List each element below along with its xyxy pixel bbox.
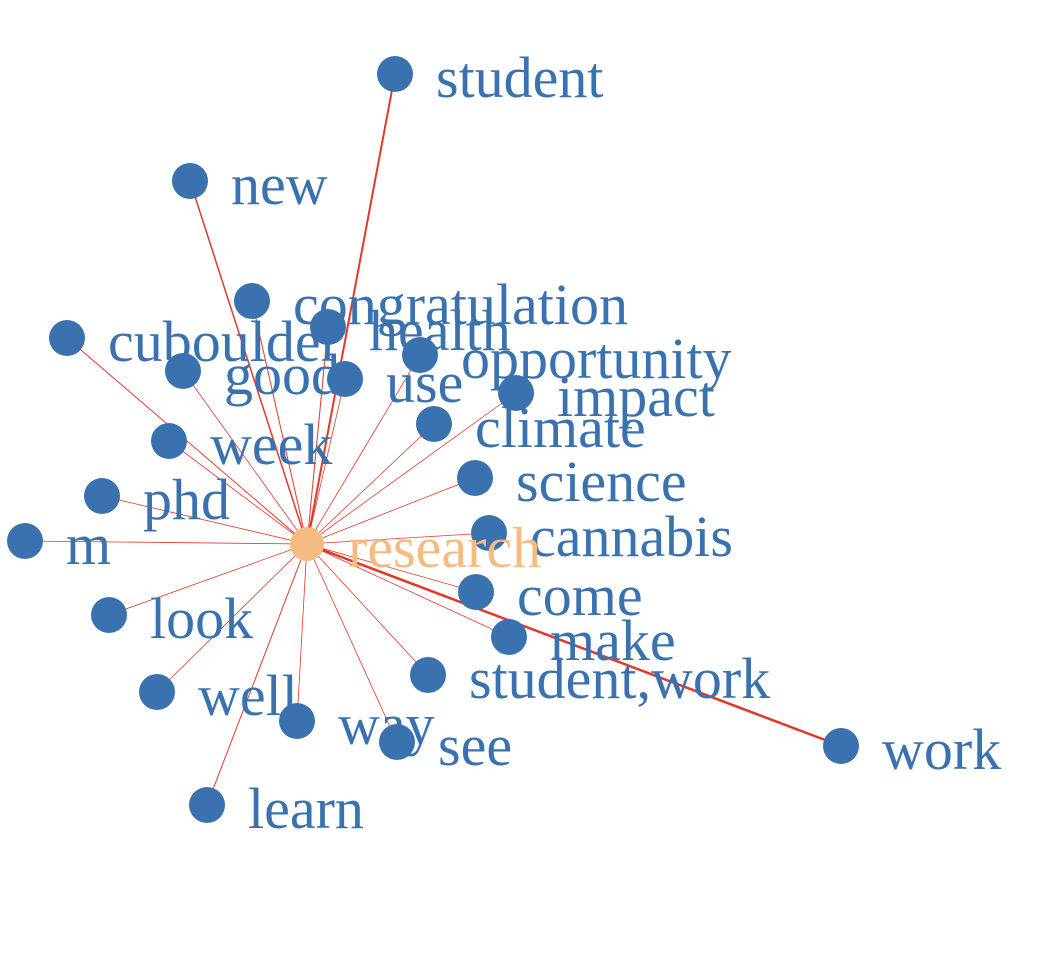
edge-research-good xyxy=(182,370,308,545)
node-impact: impact xyxy=(498,364,715,429)
edge-research-health xyxy=(306,326,329,545)
edge-research-science xyxy=(306,477,476,545)
node-dot-impact xyxy=(498,375,534,411)
node-dot-week xyxy=(151,423,187,459)
node-make: make xyxy=(491,608,676,673)
center-node-label: research xyxy=(348,515,541,580)
edge-research-student-work xyxy=(306,543,429,676)
node-label-make: make xyxy=(550,608,676,673)
node-student-work: student,work xyxy=(410,646,770,711)
node-label-learn: learn xyxy=(248,776,364,841)
node-label-work: work xyxy=(882,717,1001,782)
node-dot-come xyxy=(458,574,494,610)
node-dot-new xyxy=(172,163,208,199)
edge-research-work xyxy=(306,542,842,748)
node-science: science xyxy=(457,449,687,514)
edge-research-way xyxy=(296,543,308,722)
node-label-m: m xyxy=(66,512,111,577)
node-use: use xyxy=(327,350,463,415)
edge-research-week xyxy=(168,440,308,545)
node-dot-phd xyxy=(84,478,120,514)
node-label-congratulation: congratulation xyxy=(293,272,628,337)
node-well: well xyxy=(139,663,298,728)
edge-research-impact xyxy=(306,392,517,545)
node-dot-way xyxy=(279,703,315,739)
node-dot-m xyxy=(7,523,43,559)
edge-research-learn xyxy=(206,543,308,806)
node-dot-congratulation xyxy=(234,283,270,319)
node-look: look xyxy=(91,586,253,651)
node-health: health xyxy=(310,298,511,363)
node-dot-student xyxy=(377,56,413,92)
node-come: come xyxy=(458,563,643,628)
node-label-look: look xyxy=(150,586,253,651)
node-label-science: science xyxy=(516,449,687,514)
node-label-good: good xyxy=(224,342,340,407)
node-label-climate: climate xyxy=(475,395,646,460)
node-label-see: see xyxy=(438,713,512,778)
node-cannabis: cannabis xyxy=(471,504,733,569)
edge-research-m xyxy=(24,540,308,545)
edge-research-congratulation xyxy=(251,300,308,545)
node-m: m xyxy=(7,512,111,577)
node-week: week xyxy=(151,412,332,477)
edge-research-see xyxy=(306,543,398,743)
edge-research-cannabis xyxy=(306,532,490,545)
edge-research-well xyxy=(156,543,308,693)
node-dot-look xyxy=(91,597,127,633)
node-learn: learn xyxy=(189,776,364,841)
node-dot-cannabis xyxy=(471,515,507,551)
node-label-impact: impact xyxy=(557,364,715,429)
edge-research-make xyxy=(306,543,510,638)
node-phd: phd xyxy=(84,467,230,532)
node-label-come: come xyxy=(517,563,643,628)
node-see: see xyxy=(379,713,512,778)
node-congratulation: congratulation xyxy=(234,272,628,337)
node-dot-science xyxy=(457,460,493,496)
edge-research-climate xyxy=(306,423,435,545)
node-label-health: health xyxy=(369,298,511,363)
edge-research-new xyxy=(189,180,308,545)
edge-research-use xyxy=(306,378,346,545)
edge-research-come xyxy=(306,543,477,593)
node-dot-learn xyxy=(189,787,225,823)
node-dot-climate xyxy=(416,406,452,442)
node-student: student xyxy=(377,45,604,110)
node-climate: climate xyxy=(416,395,646,460)
edge-research-look xyxy=(108,543,308,616)
center-node xyxy=(290,527,324,561)
center-node-group: research xyxy=(290,515,541,580)
node-dot-work xyxy=(823,728,859,764)
edges-layer xyxy=(24,73,842,806)
node-label-cannabis: cannabis xyxy=(530,504,733,569)
node-dot-use xyxy=(327,361,363,397)
edge-research-phd xyxy=(101,495,308,545)
node-label-phd: phd xyxy=(143,467,230,532)
node-dot-opportunity xyxy=(402,337,438,373)
node-dot-well xyxy=(139,674,175,710)
node-label-week: week xyxy=(210,412,332,477)
node-cuboulder: cuboulder xyxy=(49,309,340,374)
node-dot-make xyxy=(491,619,527,655)
node-good: good xyxy=(165,342,340,407)
edge-research-opportunity xyxy=(306,354,421,545)
node-work: work xyxy=(823,717,1001,782)
node-dot-student-work xyxy=(410,657,446,693)
node-label-student: student xyxy=(436,45,604,110)
node-dot-cuboulder xyxy=(49,320,85,356)
node-dot-see xyxy=(379,724,415,760)
node-label-student-work: student,work xyxy=(469,646,770,711)
node-dot-good xyxy=(165,353,201,389)
node-label-use: use xyxy=(386,350,463,415)
node-new: new xyxy=(172,152,328,217)
node-label-cuboulder: cuboulder xyxy=(108,309,340,374)
node-dot-health xyxy=(310,309,346,345)
node-label-new: new xyxy=(231,152,328,217)
edge-research-student xyxy=(306,73,396,545)
